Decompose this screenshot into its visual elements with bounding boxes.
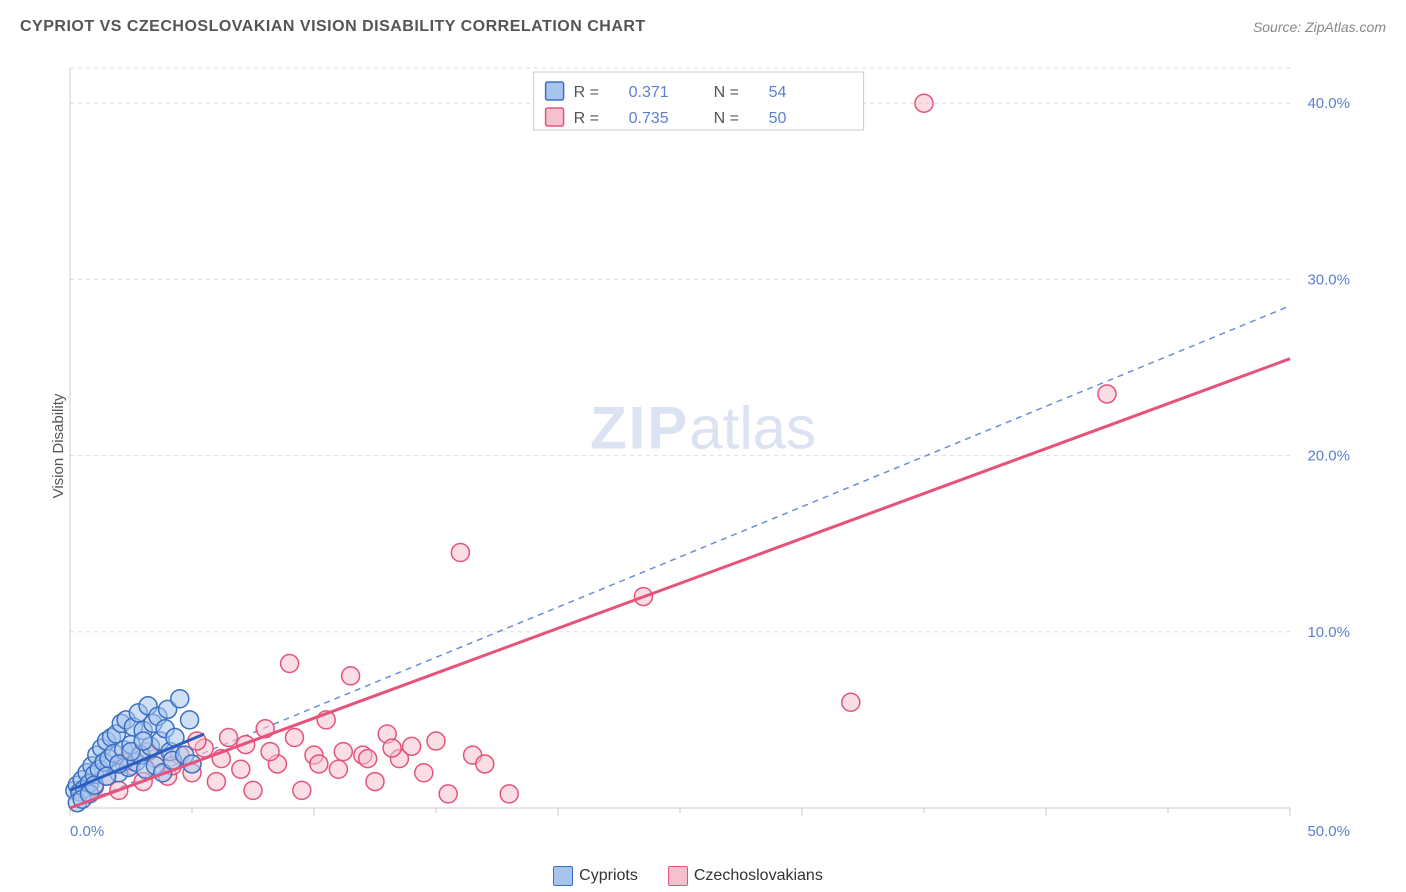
scatter-point	[261, 743, 279, 761]
scatter-point	[281, 655, 299, 673]
scatter-point	[427, 732, 445, 750]
y-tick-label: 40.0%	[1307, 95, 1350, 112]
stats-r-label: R =	[574, 110, 599, 127]
source-name: ZipAtlas.com	[1305, 19, 1386, 35]
scatter-point	[403, 737, 421, 755]
scatter-point	[366, 773, 384, 791]
scatter-point	[342, 667, 360, 685]
legend-swatch	[553, 866, 573, 886]
y-tick-label: 30.0%	[1307, 271, 1350, 288]
scatter-point	[1098, 385, 1116, 403]
scatter-point	[359, 750, 377, 768]
trend-line	[70, 359, 1290, 808]
stats-n-value: 54	[769, 84, 787, 101]
y-tick-label: 10.0%	[1307, 624, 1350, 641]
stats-r-value: 0.371	[629, 84, 669, 101]
scatter-point	[232, 760, 250, 778]
scatter-point	[285, 729, 303, 747]
scatter-point	[476, 755, 494, 773]
scatter-point	[915, 94, 933, 112]
scatter-point	[500, 785, 518, 803]
legend-swatch	[668, 866, 688, 886]
scatter-point	[439, 785, 457, 803]
legend-swatch	[546, 82, 564, 100]
scatter-point	[383, 739, 401, 757]
bottom-legend: Cypriots Czechoslovakians	[0, 866, 1406, 886]
scatter-point	[310, 755, 328, 773]
stats-n-value: 50	[769, 110, 787, 127]
legend-label: Cypriots	[579, 867, 638, 884]
stats-r-label: R =	[574, 84, 599, 101]
x-tick-label: 0.0%	[70, 823, 104, 840]
source-prefix: Source:	[1253, 19, 1305, 35]
stats-n-label: N =	[714, 110, 739, 127]
legend-swatch	[546, 108, 564, 126]
scatter-chart: 10.0% 20.0% 30.0% 40.0% 0.0% 50.0% R = 0.371 N =…	[50, 58, 1380, 848]
page-title: CYPRIOT VS CZECHOSLOVAKIAN VISION DISABI…	[20, 18, 646, 36]
source-credit: Source: ZipAtlas.com	[1253, 19, 1386, 35]
scatter-point	[181, 711, 199, 729]
y-tick-label: 20.0%	[1307, 448, 1350, 465]
scatter-point	[334, 743, 352, 761]
scatter-point	[415, 764, 433, 782]
scatter-point	[134, 732, 152, 750]
stats-n-label: N =	[714, 84, 739, 101]
scatter-point	[842, 693, 860, 711]
scatter-point	[207, 773, 225, 791]
x-tick-label: 50.0%	[1307, 823, 1350, 840]
scatter-point	[171, 690, 189, 708]
stats-r-value: 0.735	[629, 110, 669, 127]
scatter-point	[293, 781, 311, 799]
scatter-point	[220, 729, 238, 747]
scatter-point	[244, 781, 262, 799]
scatter-point	[329, 760, 347, 778]
scatter-point	[451, 544, 469, 562]
legend-label: Czechoslovakians	[694, 867, 823, 884]
